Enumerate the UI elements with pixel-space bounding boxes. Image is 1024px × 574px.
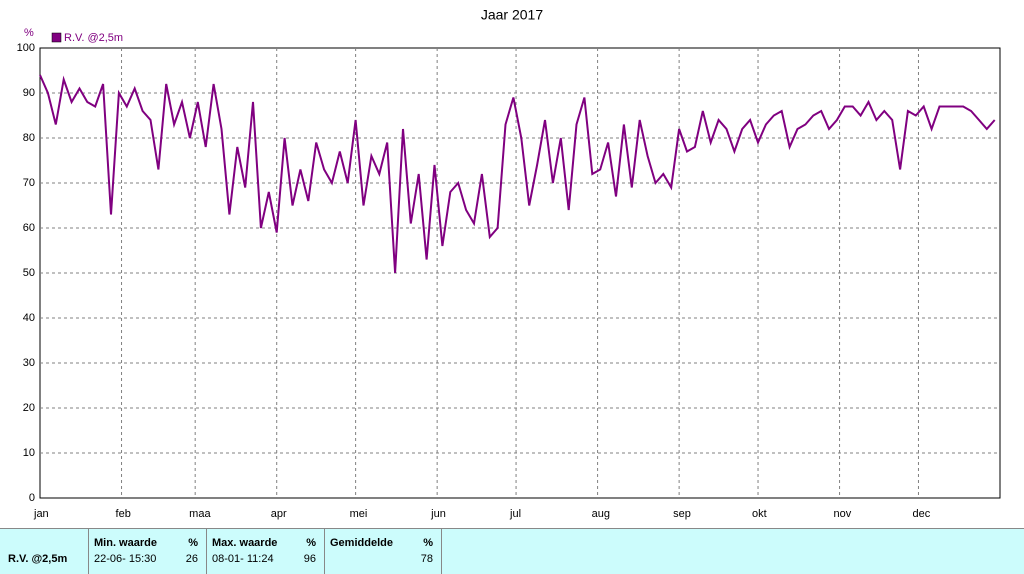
x-tick-label: maa <box>189 508 211 520</box>
y-tick-label: 50 <box>23 267 35 279</box>
x-tick-label: mei <box>350 508 368 520</box>
value: 96 <box>303 553 316 565</box>
chart: Jaar 2017 % 0 10 20 30 40 50 60 70 80 90 100 jan feb… <box>17 7 1001 520</box>
x-tick-label: jun <box>430 508 446 520</box>
value: 26 <box>185 553 198 565</box>
x-tick-label: okt <box>752 508 767 520</box>
unit: % <box>188 537 198 549</box>
legend-swatch <box>51 32 62 43</box>
legend-label: R.V. @2,5m <box>64 32 123 44</box>
time: 22-06- 15:30 <box>94 553 157 565</box>
x-tick-label: sep <box>673 508 691 520</box>
x-tick-label: feb <box>116 508 131 520</box>
unit: % <box>423 537 433 549</box>
y-tick-label: 70 <box>23 177 35 189</box>
value: 78 <box>420 553 433 565</box>
x-tick-label: apr <box>271 508 287 520</box>
time: 08-01- 11:24 <box>212 553 274 565</box>
y-tick-label: 40 <box>23 312 35 324</box>
line <box>39 74 996 274</box>
x-tick-label: dec <box>912 508 930 520</box>
series-cell: R.V. @2,5m <box>0 529 89 574</box>
min-cell: Min. waarde% 22-06- 15:30 26 <box>88 529 207 574</box>
y-axis-label: % <box>24 27 34 39</box>
y-tick-label: 10 <box>23 447 35 459</box>
x-tick-label: jan <box>33 508 49 520</box>
y-tick-label: 0 <box>29 492 35 504</box>
y-tick-label: 30 <box>23 357 35 369</box>
y-tick-label: 90 <box>23 87 35 99</box>
avg-cell: Gemiddelde% 78 <box>324 529 442 574</box>
unit: % <box>306 537 316 549</box>
header: Min. waarde <box>94 537 157 549</box>
y-tick-label: 80 <box>23 132 35 144</box>
header: Max. waarde <box>212 537 278 549</box>
x-tick-label: nov <box>834 508 852 520</box>
y-tick-label: 100 <box>17 42 35 54</box>
summary-table: R.V. @2,5m Min. waarde% 22-06- 15:30 26 Ma… <box>0 528 1024 574</box>
max-cell: Max. waarde% 08-01- 11:24 96 <box>206 529 325 574</box>
y-tick-label: 20 <box>23 402 35 414</box>
x-tick-label: aug <box>592 508 610 520</box>
x-tick-label: jul <box>509 508 521 520</box>
chart-title: Jaar 2017 <box>481 7 543 23</box>
header: Gemiddelde <box>330 537 393 549</box>
series-label: R.V. @2,5m <box>8 553 68 565</box>
y-tick-label: 60 <box>23 222 35 234</box>
